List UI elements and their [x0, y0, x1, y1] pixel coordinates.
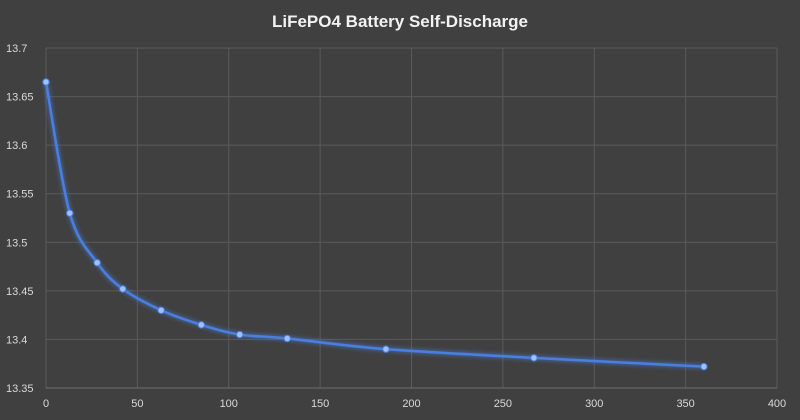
- x-tick-label: 250: [494, 398, 512, 410]
- y-tick-label: 13.55: [6, 189, 34, 201]
- data-point: [42, 78, 50, 86]
- series-line: [44, 81, 704, 368]
- y-tick-label: 13.4: [6, 334, 27, 346]
- data-series: [42, 78, 708, 371]
- y-tick-label: 13.65: [6, 92, 34, 104]
- x-tick-label: 200: [402, 398, 420, 410]
- data-point: [700, 362, 708, 371]
- data-point: [283, 334, 291, 343]
- y-tick-label: 13.45: [6, 286, 34, 298]
- data-point: [197, 321, 206, 329]
- data-point: [119, 285, 127, 293]
- data-point: [157, 306, 165, 314]
- x-tick-label: 400: [768, 398, 786, 410]
- y-tick-label: 13.5: [6, 237, 27, 249]
- data-point: [530, 354, 538, 362]
- x-tick-label: 300: [585, 398, 603, 410]
- x-tick-label: 150: [311, 398, 329, 410]
- x-tick-label: 100: [220, 398, 238, 410]
- chart-title: LiFePO4 Battery Self-Discharge: [272, 12, 528, 31]
- data-point: [382, 345, 390, 353]
- y-tick-label: 13.35: [6, 383, 34, 395]
- data-point: [66, 209, 74, 217]
- grid-lines: [45, 47, 778, 389]
- y-tick-label: 13.6: [6, 140, 27, 152]
- x-tick-label: 350: [676, 398, 694, 410]
- y-tick-label: 13.7: [6, 43, 27, 55]
- data-point: [236, 330, 244, 339]
- x-tick-label: 50: [131, 398, 143, 410]
- x-tick-label: 0: [43, 398, 49, 410]
- axes: 13.35 13.4 13.45 13.5 13.55 13.6 13.65 13.7 0 50 1…: [6, 43, 786, 410]
- data-point: [93, 258, 101, 267]
